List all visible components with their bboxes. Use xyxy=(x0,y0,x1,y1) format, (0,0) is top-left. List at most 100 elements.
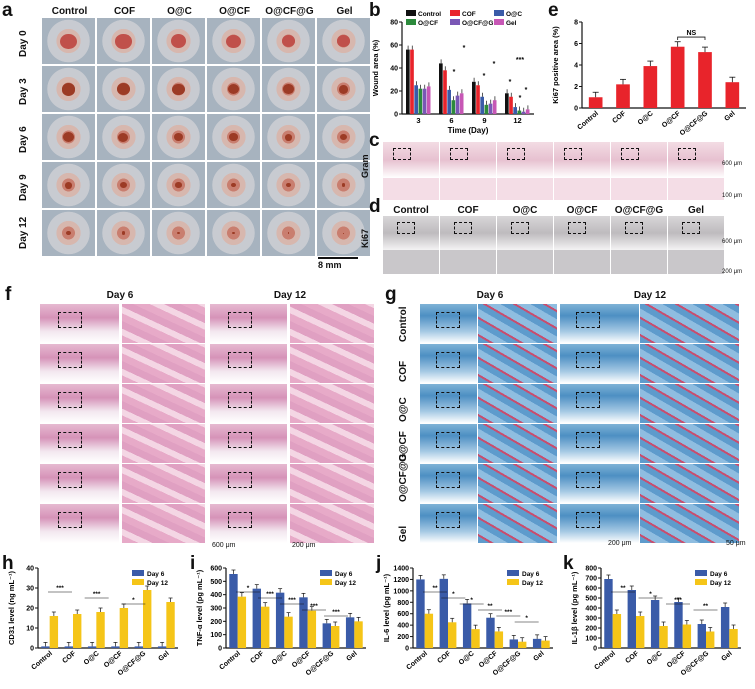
panel-d-col-header: Gel xyxy=(687,205,705,216)
bar xyxy=(643,66,658,108)
wound-photo xyxy=(152,210,205,256)
he-image xyxy=(290,424,374,463)
wound-photo xyxy=(207,162,260,208)
bar xyxy=(64,646,73,648)
wound-region xyxy=(286,183,291,188)
chart-e-ylabel: Ki67 positive area (%) xyxy=(551,26,560,104)
bar xyxy=(616,84,630,108)
panel-d-scale-bottom: 200 μm xyxy=(722,269,743,275)
ki67-zoom xyxy=(440,250,496,274)
significance-bracket xyxy=(677,36,706,41)
bar xyxy=(588,97,603,108)
masson-image xyxy=(478,464,557,503)
zoom-box xyxy=(58,312,82,328)
wound-region xyxy=(120,181,127,189)
ki67-zoom xyxy=(668,250,724,274)
bar xyxy=(252,588,261,648)
significance-mark: * xyxy=(493,61,496,68)
zoom-box xyxy=(576,352,600,368)
bar xyxy=(462,603,472,648)
zoom-box xyxy=(228,512,252,528)
chart-i-ytick-label: 0 xyxy=(218,646,222,653)
gram-overview xyxy=(611,142,667,178)
bar xyxy=(720,607,730,648)
bar xyxy=(345,617,355,648)
legend-label: Day 12 xyxy=(147,580,168,587)
wound-photo xyxy=(97,18,150,64)
gram-zoom xyxy=(611,178,667,200)
panel-f-scale-left: 600 μm xyxy=(212,542,236,549)
he-image xyxy=(210,384,287,423)
bar xyxy=(670,46,685,108)
bar xyxy=(455,95,460,114)
zoom-box xyxy=(564,148,582,160)
significance-mark: * xyxy=(452,591,455,598)
zoom-box xyxy=(436,392,460,408)
panel-a-col-header: COF xyxy=(113,6,136,17)
panel-a-row-label: Day 9 xyxy=(18,174,29,201)
chart-h-cd31: 0 10 20 30 40 CD31 level (ng mL⁻¹) Control COF O… xyxy=(7,566,178,677)
he-image xyxy=(210,504,287,543)
chart-j-ytick-label: 400 xyxy=(397,623,409,630)
zoom-box xyxy=(58,512,82,528)
bar xyxy=(166,602,175,648)
significance-mark: ** xyxy=(432,585,438,592)
wound-region xyxy=(338,84,349,94)
ki67-zoom xyxy=(497,250,553,274)
panel-d-col-header: O@CF xyxy=(566,205,598,216)
bar xyxy=(157,646,167,648)
legend-swatch xyxy=(450,10,460,16)
legend-label: Day 6 xyxy=(335,571,353,578)
he-image xyxy=(290,504,374,543)
masson-image xyxy=(420,384,477,423)
bar xyxy=(674,602,683,648)
wound-photo xyxy=(207,210,260,256)
x-tick-label: Gel xyxy=(723,110,736,123)
chart-k-ytick-label: 600 xyxy=(585,586,597,593)
bar xyxy=(299,597,308,648)
wound-photo xyxy=(262,66,315,112)
panel-letter-e: e xyxy=(548,0,559,21)
panel-f-header-day12: Day 12 xyxy=(273,290,307,301)
legend-label: O@CF xyxy=(418,20,438,27)
x-tick-label: Gel xyxy=(720,650,733,663)
panel-c-scale-top: 600 μm xyxy=(722,161,743,167)
he-image xyxy=(210,304,287,343)
bar xyxy=(87,646,97,648)
x-tick-label: COF xyxy=(611,110,627,125)
bar xyxy=(416,579,425,648)
chart-k-ytick-label: 400 xyxy=(585,606,597,613)
he-image xyxy=(40,384,119,423)
zoom-box xyxy=(228,392,252,408)
zoom-box xyxy=(436,512,460,528)
panel-f-header-day6: Day 6 xyxy=(106,290,134,301)
significance-mark: * xyxy=(453,69,456,76)
he-image xyxy=(40,464,119,503)
he-image xyxy=(40,344,119,383)
significance-mark: * xyxy=(132,597,135,604)
bar xyxy=(513,107,517,114)
bar xyxy=(484,104,489,114)
he-image xyxy=(40,304,119,343)
wound-photo xyxy=(262,18,315,64)
panel-letter-i: i xyxy=(190,553,196,574)
chart-i-ytick-label: 500 xyxy=(210,579,222,586)
zoom-box xyxy=(228,352,252,368)
bar xyxy=(284,616,293,648)
chart-k-ytick-label: 500 xyxy=(585,596,597,603)
masson-image xyxy=(478,424,557,463)
masson-image xyxy=(478,384,557,423)
significance-mark: NS xyxy=(686,30,696,37)
x-tick-label: O@C xyxy=(637,110,655,127)
wound-photo xyxy=(42,162,95,208)
masson-image xyxy=(420,304,477,343)
bar xyxy=(659,626,668,648)
bar xyxy=(96,612,105,648)
wound-region xyxy=(230,182,237,188)
zoom-box xyxy=(228,312,252,328)
x-tick-label: Gel xyxy=(157,650,170,663)
zoom-box xyxy=(507,148,525,160)
panel-a-col-header: Gel xyxy=(336,6,353,17)
panel-letter-b: b xyxy=(369,0,381,21)
